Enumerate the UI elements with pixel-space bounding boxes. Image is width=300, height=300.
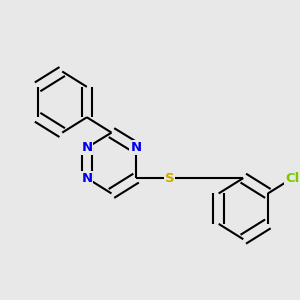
Text: Cl: Cl	[285, 172, 300, 184]
Text: N: N	[81, 141, 92, 154]
Text: S: S	[165, 172, 174, 184]
Text: N: N	[130, 141, 142, 154]
Text: N: N	[81, 172, 92, 184]
